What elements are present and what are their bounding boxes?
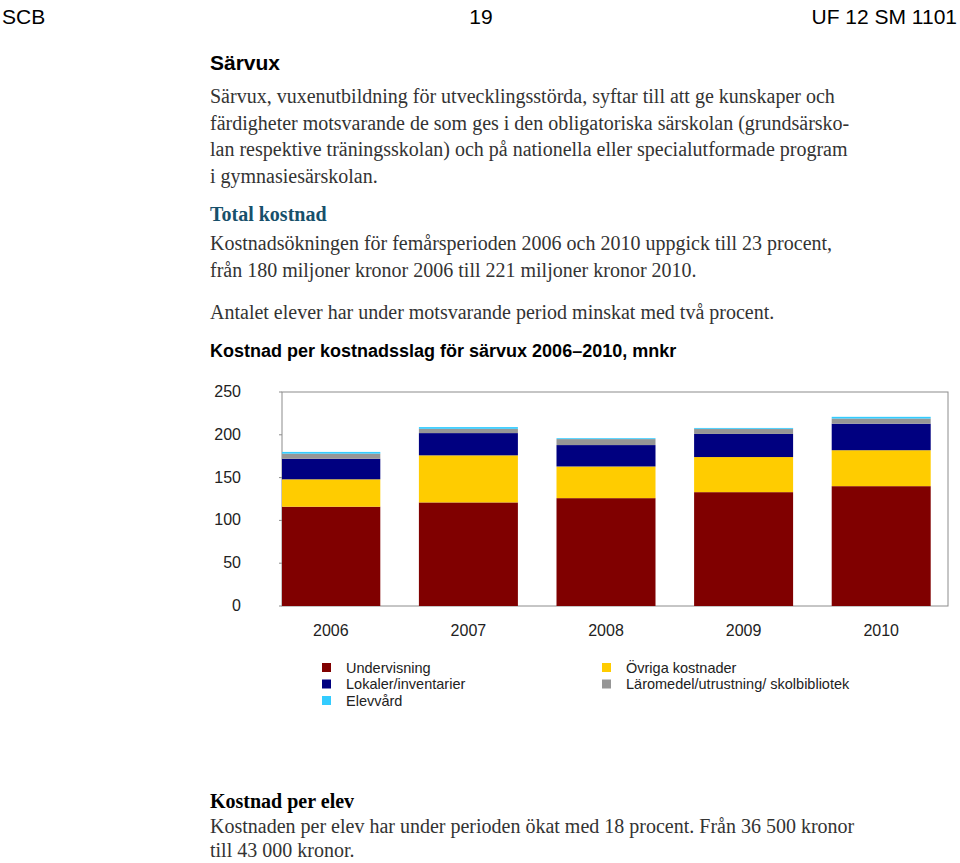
page: { "header": {"left": "SCB", "page": "19"… [0, 0, 960, 863]
bar-segment [282, 454, 380, 459]
bar-segment [694, 429, 793, 434]
page-canvas: SCB 19 UF 12 SM 1101 Särvux Särvux, vuxenutb… [0, 0, 960, 863]
y-tick [279, 563, 282, 564]
paragraph-line: Kostnaden per elev har under perioden ök… [210, 815, 855, 838]
bar-segment [694, 427, 793, 429]
paragraph-line: Särvux, vuxenutbildning för utvecklingss… [210, 85, 835, 108]
paragraph-line: i gymnasiesärskolan. [210, 165, 378, 188]
bar-segment [832, 486, 931, 606]
bars [282, 417, 931, 606]
legend-label: Elevvård [346, 693, 402, 709]
section-heading: Kostnad per elev [210, 790, 354, 813]
bar-segment [282, 479, 380, 506]
legend-swatch [602, 663, 611, 672]
page-number: 19 [469, 5, 492, 28]
legend-swatch [322, 663, 331, 672]
legend: Undervisning Övriga kostnader Lokaler/inve… [322, 659, 850, 709]
bar-segment [694, 434, 793, 457]
bar-segment [832, 417, 931, 419]
bar-segment [832, 419, 931, 424]
y-tick [279, 520, 282, 521]
y-tick-label: 50 [223, 554, 241, 571]
y-tick-label: 250 [214, 383, 241, 400]
y-tick-label: 200 [214, 426, 241, 443]
bar-segment [282, 507, 380, 606]
bar-segment [557, 439, 656, 445]
bar-segment [832, 424, 931, 451]
chart-title: Kostnad per kostnadsslag för särvux 2006… [210, 341, 676, 361]
x-tick-label: 2007 [451, 622, 487, 639]
bar-segment [419, 433, 518, 455]
paragraph-line: Antalet elever har under motsvarande per… [210, 301, 774, 324]
bar-segment [557, 445, 656, 466]
paragraph-line: från 180 miljoner kronor 2006 till 221 m… [210, 259, 697, 282]
bar-segment [557, 498, 656, 606]
legend-swatch [322, 680, 331, 689]
bar-segment [282, 459, 380, 480]
bar-segment [557, 438, 656, 440]
y-tick-label: 100 [214, 511, 241, 528]
legend-swatch [602, 680, 611, 689]
y-tick [279, 392, 282, 393]
plot-frame [282, 392, 948, 606]
bar-segment [419, 455, 518, 502]
y-tick [279, 477, 282, 478]
legend-label: Undervisning [346, 660, 431, 676]
y-tick-label: 150 [214, 469, 241, 486]
paragraph-line: till 43 000 kronor. [210, 839, 354, 861]
bar-segment [694, 457, 793, 492]
bar-segment [419, 427, 518, 429]
section-heading: Total kostnad [210, 203, 327, 225]
x-tick-label: 2010 [863, 622, 899, 639]
legend-label: Lokaler/inventarier [346, 676, 465, 692]
bar-segment [832, 450, 931, 486]
x-tick-label: 2006 [313, 622, 349, 639]
header-right: UF 12 SM 1101 [811, 5, 957, 28]
header-left: SCB [2, 5, 45, 28]
legend-label: Övriga kostnader [626, 659, 737, 676]
section-heading: Särvux [210, 51, 280, 74]
bar-segment [694, 492, 793, 606]
bar-segment [557, 466, 656, 498]
paragraph-line: färdigheter motsvarande de som ges i den… [210, 112, 849, 135]
bar-segment [419, 502, 518, 606]
legend-label: Läromedel/utrustning/ skolbibliotek [626, 676, 850, 692]
x-tick-label: 2009 [726, 622, 762, 639]
paragraph-line: Kostnadsökningen för femårsperioden 2006… [210, 232, 832, 255]
y-tick [279, 606, 282, 607]
x-tick-label: 2008 [588, 622, 624, 639]
legend-swatch [322, 696, 331, 705]
y-tick [279, 434, 282, 435]
paragraph-line: lan respektive träningsskolan) och på na… [210, 138, 848, 161]
bar-segment [282, 452, 380, 454]
bar-segment [419, 429, 518, 433]
y-tick-label: 0 [232, 597, 241, 614]
